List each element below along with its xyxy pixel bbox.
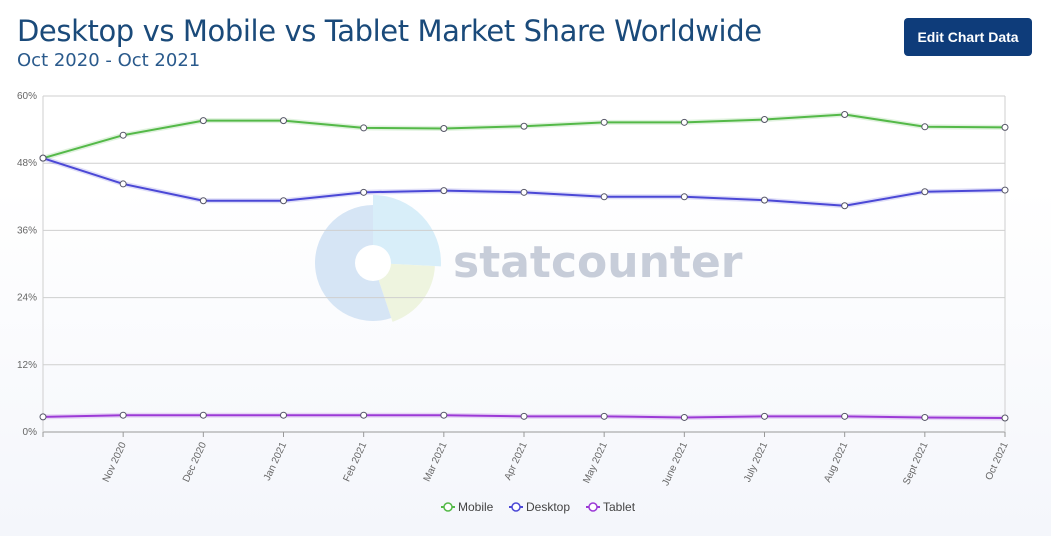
- y-tick-label: 60%: [17, 91, 37, 102]
- data-point[interactable]: [921, 413, 929, 421]
- data-point[interactable]: [199, 117, 207, 125]
- legend-item-desktop[interactable]: Desktop: [509, 500, 570, 514]
- data-point[interactable]: [199, 411, 207, 419]
- data-point[interactable]: [600, 412, 608, 420]
- data-point[interactable]: [199, 197, 207, 205]
- data-point[interactable]: [119, 180, 127, 188]
- watermark-slice: [315, 205, 392, 321]
- y-tick-label: 24%: [17, 293, 37, 304]
- x-tick-label: Oct 2021: [984, 440, 1011, 482]
- data-point[interactable]: [520, 188, 528, 196]
- series-group: [39, 110, 1009, 422]
- legend-label: Mobile: [458, 500, 494, 514]
- x-tick-label: Jan 2021: [262, 440, 290, 482]
- legend-item-tablet[interactable]: Tablet: [586, 500, 636, 514]
- chart-title: Desktop vs Mobile vs Tablet Market Share…: [17, 14, 762, 48]
- legend: Mobile Desktop Tablet: [441, 500, 636, 514]
- data-point[interactable]: [119, 131, 127, 139]
- x-axis: Nov 2020 Dec 2020 Jan 2021 Feb 2021 Mar 2021…: [42, 432, 1011, 488]
- y-tick-label: 36%: [17, 225, 37, 236]
- series-mobile: [39, 110, 1009, 162]
- data-point[interactable]: [360, 411, 368, 419]
- edit-chart-data-button[interactable]: Edit Chart Data: [904, 18, 1032, 56]
- statcounter-logo-icon: [315, 195, 442, 322]
- data-point[interactable]: [119, 411, 127, 419]
- series-line-glow: [42, 155, 1006, 209]
- y-tick-label: 48%: [17, 158, 37, 169]
- x-tick-label: Feb 2021: [342, 440, 370, 483]
- data-point[interactable]: [520, 122, 528, 130]
- data-point[interactable]: [761, 412, 768, 420]
- x-tick-label: Nov 2020: [101, 440, 129, 484]
- data-point[interactable]: [39, 413, 47, 421]
- x-tick-label: Apr 2021: [503, 440, 530, 482]
- x-tick-label: Aug 2021: [822, 440, 850, 484]
- legend-marker: [511, 502, 521, 512]
- data-point[interactable]: [761, 196, 768, 204]
- legend-marker: [443, 502, 453, 512]
- x-tick-label: Sept 2021: [901, 440, 930, 486]
- series-desktop: [39, 154, 1009, 210]
- statcounter-watermark: statcounter: [315, 195, 743, 322]
- data-point[interactable]: [921, 188, 929, 196]
- data-point[interactable]: [680, 413, 688, 421]
- legend-marker: [588, 502, 598, 512]
- legend-label: Tablet: [603, 500, 636, 514]
- data-point[interactable]: [440, 187, 448, 195]
- data-point[interactable]: [280, 411, 287, 419]
- data-point[interactable]: [440, 124, 448, 132]
- data-point[interactable]: [841, 110, 849, 118]
- data-point[interactable]: [761, 116, 768, 124]
- watermark-text: statcounter: [453, 237, 743, 288]
- x-tick-label: Mar 2021: [422, 440, 450, 483]
- data-point[interactable]: [600, 193, 608, 201]
- data-point[interactable]: [1001, 186, 1009, 194]
- x-tick-label: May 2021: [581, 440, 610, 485]
- y-tick-label: 0%: [23, 427, 38, 438]
- data-point[interactable]: [841, 202, 849, 210]
- data-point[interactable]: [280, 117, 287, 125]
- data-point[interactable]: [841, 412, 849, 420]
- legend-label: Desktop: [526, 500, 570, 514]
- x-tick-label: July 2021: [742, 440, 770, 484]
- chart-subtitle: Oct 2020 - Oct 2021: [17, 50, 201, 71]
- data-point[interactable]: [280, 197, 287, 205]
- legend-item-mobile[interactable]: Mobile: [441, 500, 494, 514]
- series-line-glow: [42, 111, 1006, 161]
- data-point[interactable]: [360, 124, 368, 132]
- data-point[interactable]: [520, 412, 528, 420]
- data-point[interactable]: [440, 411, 448, 419]
- watermark-slice: [373, 263, 435, 322]
- data-point[interactable]: [921, 123, 929, 131]
- data-point[interactable]: [1001, 123, 1009, 131]
- data-point[interactable]: [39, 154, 47, 162]
- data-point[interactable]: [600, 118, 608, 126]
- data-point[interactable]: [680, 118, 688, 126]
- data-point[interactable]: [360, 188, 368, 196]
- y-axis: 0% 12% 24% 36% 48% 60%: [17, 91, 37, 438]
- data-point[interactable]: [1001, 414, 1009, 422]
- y-tick-label: 12%: [17, 360, 37, 371]
- x-tick-label: Dec 2020: [181, 440, 209, 484]
- watermark-hole: [355, 245, 391, 281]
- series-tablet: [39, 411, 1009, 422]
- data-point[interactable]: [680, 193, 688, 201]
- x-tick-label: June 2021: [660, 440, 690, 487]
